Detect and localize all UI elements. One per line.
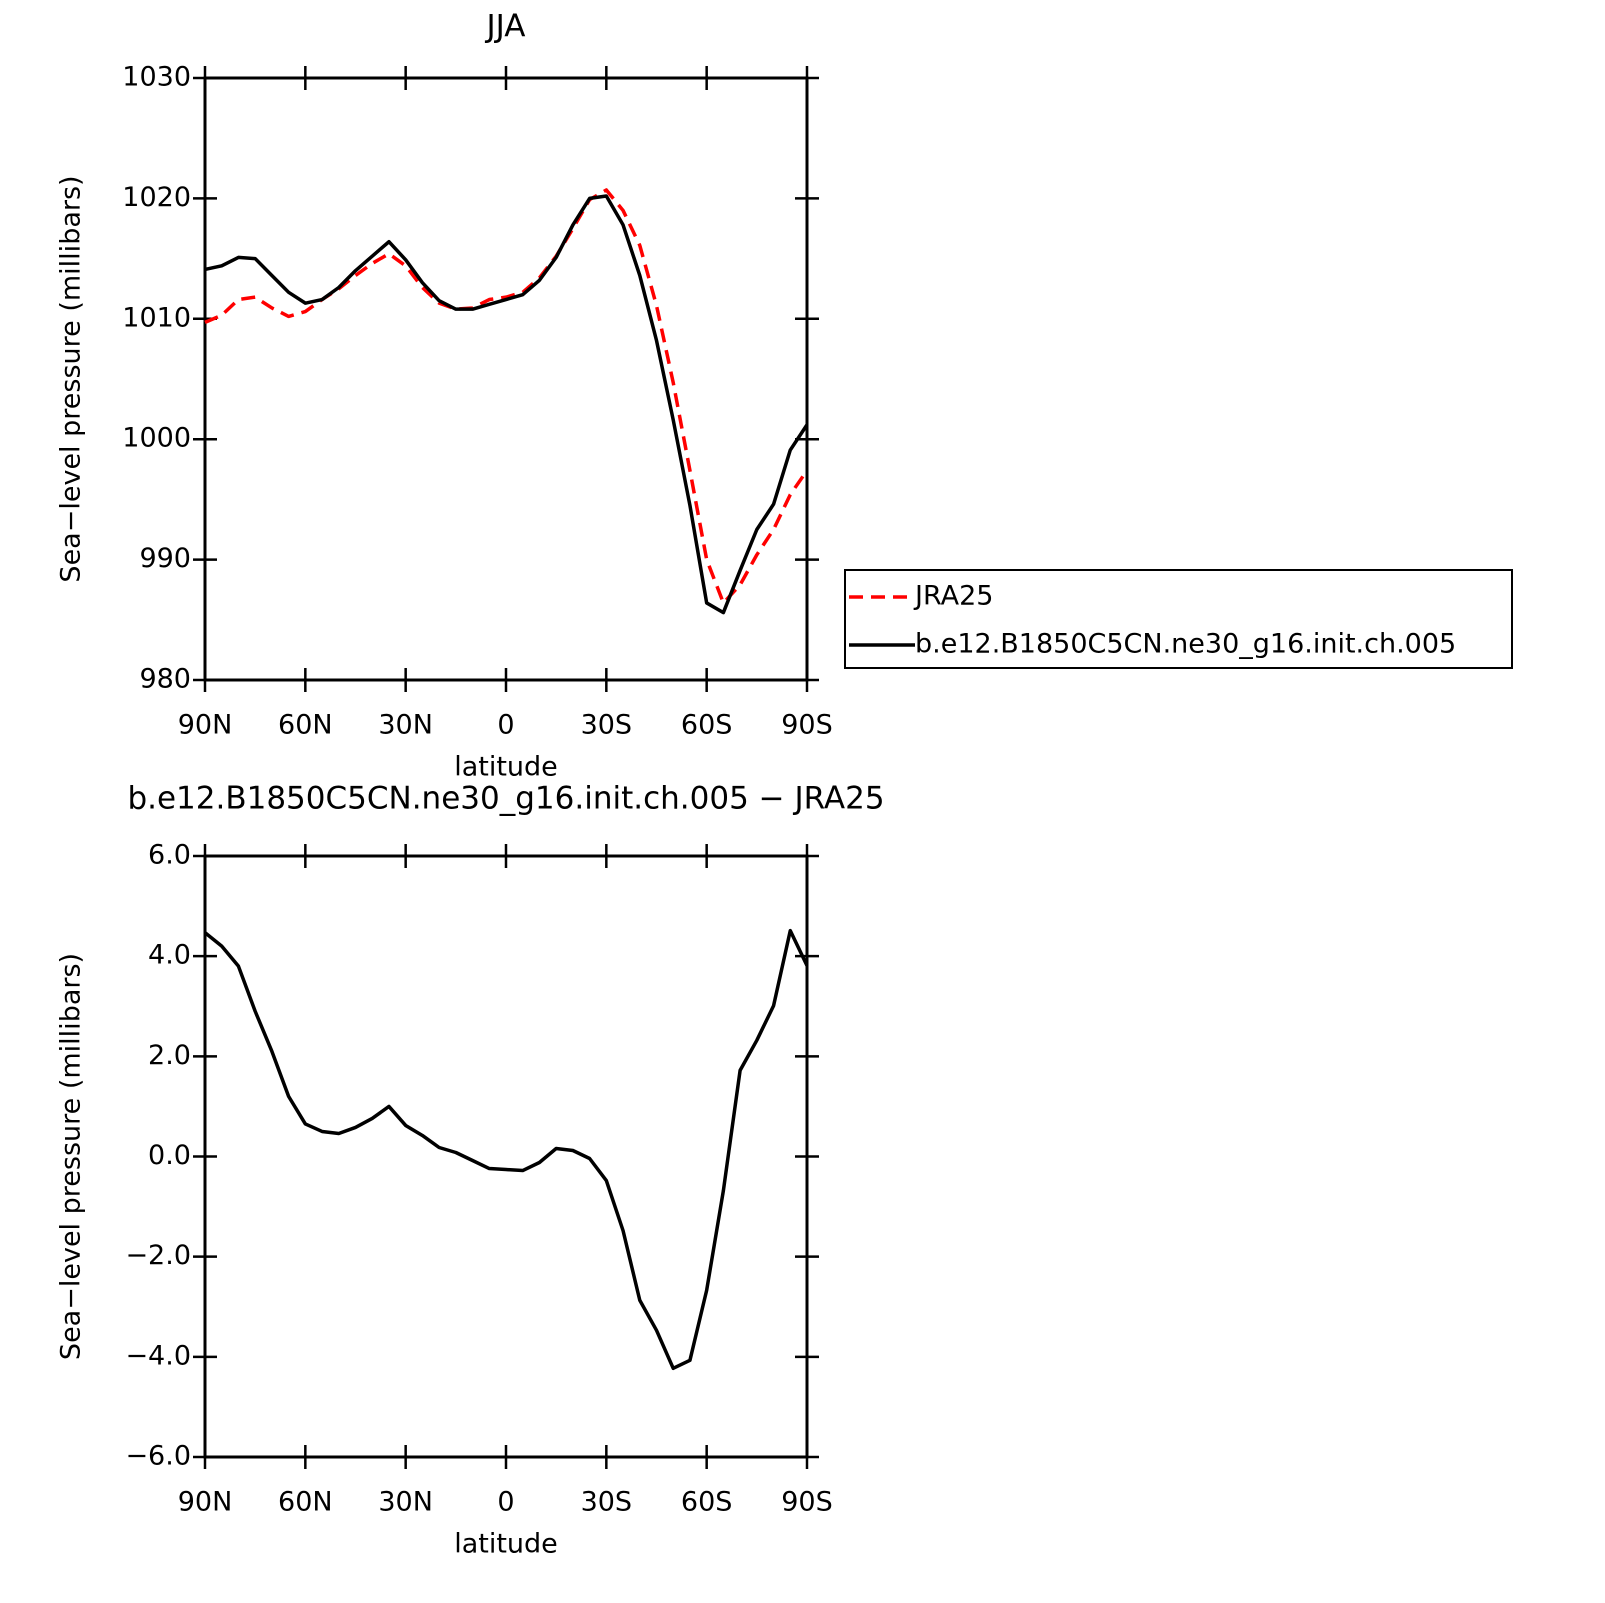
legend-label: JRA25 (913, 581, 993, 612)
chart-title: JJA (485, 9, 526, 45)
x-tick-label: 60N (278, 1487, 333, 1518)
plot-frame (203, 854, 809, 1459)
x-tick-label: 60S (681, 1487, 733, 1518)
x-tick-label: 30N (378, 710, 433, 741)
chart-title: b.e12.B1850C5CN.ne30_g16.init.ch.005 − J… (127, 781, 884, 817)
y-tick-label: 2.0 (148, 1040, 191, 1071)
plot-frame (203, 76, 809, 682)
y-tick-label: −4.0 (125, 1340, 191, 1371)
x-tick-label: 90S (781, 710, 833, 741)
x-tick-label: 30S (581, 710, 633, 741)
x-tick-label: 60N (278, 710, 333, 741)
legend-label: b.e12.B1850C5CN.ne30_g16.init.ch.005 (915, 629, 1456, 660)
x-axis-label: latitude (454, 752, 558, 783)
x-tick-label: 60S (681, 710, 733, 741)
x-tick-label: 0 (497, 1487, 514, 1518)
y-tick-label: 990 (139, 543, 191, 574)
y-tick-label: 1030 (122, 62, 191, 93)
y-tick-label: −6.0 (125, 1441, 191, 1472)
y-tick-label: 980 (139, 664, 191, 695)
x-tick-label: 30N (378, 1487, 433, 1518)
y-tick-label: 6.0 (148, 840, 191, 871)
y-tick-label: 0.0 (148, 1140, 191, 1171)
y-tick-label: 1020 (122, 182, 191, 213)
y-tick-label: 4.0 (148, 940, 191, 971)
x-tick-label: 30S (581, 1487, 633, 1518)
data-line (203, 928, 809, 1371)
y-tick-label: 1000 (122, 423, 191, 454)
legend-box (844, 569, 1513, 669)
y-axis-label: Sea−level pressure (millibars) (56, 953, 87, 1360)
y-tick-label: 1010 (122, 302, 191, 333)
x-tick-label: 0 (497, 710, 514, 741)
x-axis-label: latitude (454, 1529, 558, 1560)
x-tick-label: 90N (178, 710, 233, 741)
data-line (204, 194, 809, 615)
y-axis-label: Sea−level pressure (millibars) (56, 175, 87, 582)
y-tick-label: −2.0 (125, 1240, 191, 1271)
data-line (204, 188, 809, 605)
x-tick-label: 90N (178, 1487, 233, 1518)
x-tick-label: 90S (781, 1487, 833, 1518)
